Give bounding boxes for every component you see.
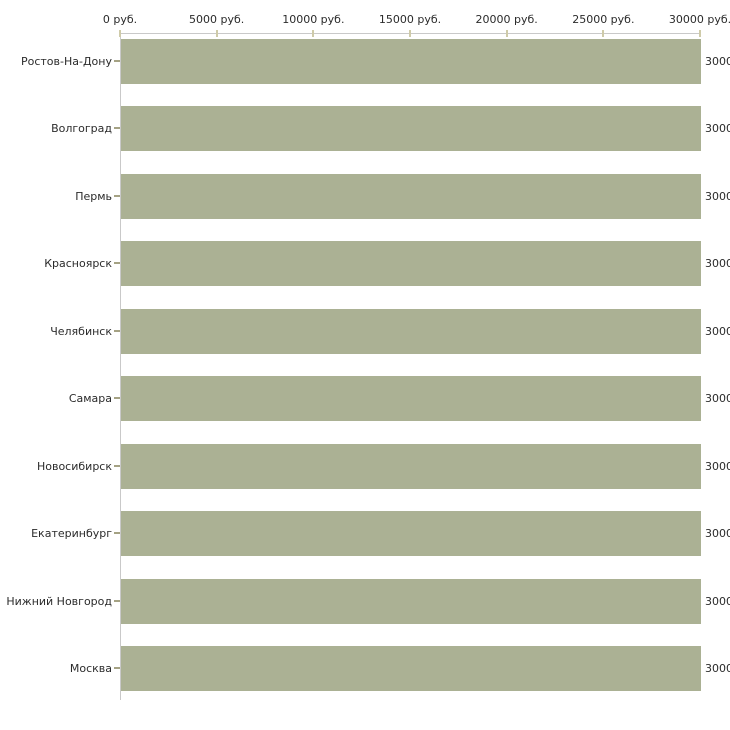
- bar: [121, 646, 701, 691]
- y-axis-tick-mark: [114, 262, 120, 264]
- bar: [121, 241, 701, 286]
- y-axis-tick-mark: [114, 667, 120, 669]
- category-label: Красноярск: [44, 257, 112, 270]
- bar: [121, 174, 701, 219]
- bar: [121, 376, 701, 421]
- y-axis-line: [120, 33, 121, 700]
- category-label: Новосибирск: [36, 460, 112, 473]
- x-axis-tick-label: 10000 руб.: [282, 13, 345, 26]
- bar: [121, 106, 701, 151]
- y-axis-tick-mark: [114, 600, 120, 602]
- category-label: Волгоград: [51, 122, 112, 135]
- y-axis-tick-mark: [114, 465, 120, 467]
- category-label: Москва: [69, 662, 112, 675]
- x-axis-tick-mark: [215, 30, 218, 37]
- category-label: Екатеринбург: [31, 527, 112, 540]
- y-axis-tick-mark: [114, 60, 120, 62]
- bar: [121, 444, 701, 489]
- bar-value-label: 30000: [705, 595, 730, 608]
- category-label: Пермь: [75, 190, 112, 203]
- x-axis-tick-mark: [312, 30, 315, 37]
- x-axis-tick-mark: [119, 30, 121, 37]
- bar: [121, 511, 701, 556]
- y-axis-tick-mark: [114, 127, 120, 129]
- bar-value-label: 30000: [705, 257, 730, 270]
- bar-value-label: 30000: [705, 122, 730, 135]
- category-label: Челябинск: [50, 325, 112, 338]
- x-axis-tick-label: 5000 руб.: [189, 13, 245, 26]
- category-label: Ростов-На-Дону: [20, 55, 112, 68]
- x-axis-tick-label: 30000 руб.: [668, 13, 730, 26]
- bar-value-label: 30000: [705, 460, 730, 473]
- bar: [121, 309, 701, 354]
- y-axis-tick-mark: [114, 397, 120, 399]
- y-axis-tick-mark: [114, 330, 120, 332]
- bar-value-label: 30000: [705, 325, 730, 338]
- bar: [121, 579, 701, 624]
- category-label: Нижний Новгород: [6, 595, 112, 608]
- x-axis-tick-mark: [699, 30, 701, 37]
- x-axis-tick-mark: [409, 30, 411, 37]
- x-axis-tick-label: 20000 руб.: [475, 13, 538, 26]
- x-axis-tick-mark: [602, 30, 605, 37]
- y-axis-tick-mark: [114, 532, 120, 534]
- bar-value-label: 30000: [705, 527, 730, 540]
- category-label: Самара: [68, 392, 112, 405]
- y-axis-tick-mark: [114, 195, 120, 197]
- bar-value-label: 30000: [705, 392, 730, 405]
- bar-value-label: 30000: [705, 55, 730, 68]
- bar-value-label: 30000: [705, 662, 730, 675]
- x-axis-tick-label: 0 руб.: [102, 13, 138, 26]
- bar-value-label: 30000: [705, 190, 730, 203]
- x-axis-tick-label: 15000 руб.: [378, 13, 442, 26]
- x-axis-tick-mark: [505, 30, 508, 37]
- x-axis-tick-label: 25000 руб.: [572, 13, 635, 26]
- bar: [121, 39, 701, 84]
